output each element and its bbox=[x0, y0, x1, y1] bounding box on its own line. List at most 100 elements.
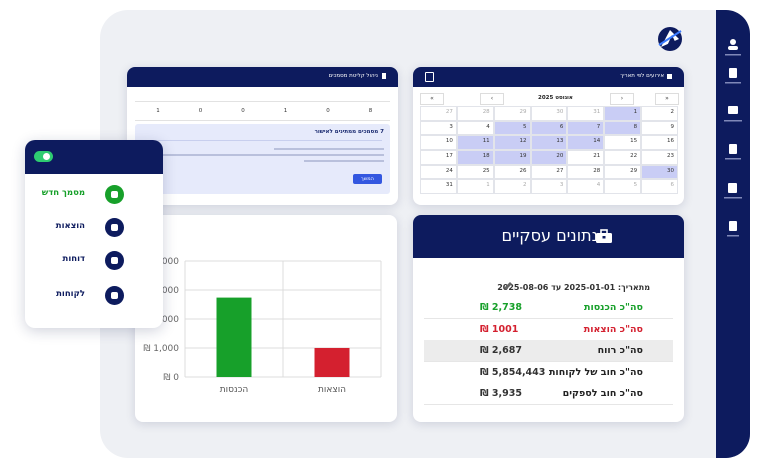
calendar-day[interactable]: 23 bbox=[641, 150, 678, 165]
menu-label: הוצאות bbox=[55, 221, 85, 231]
icon[interactable] bbox=[728, 46, 738, 50]
calendar-day[interactable]: 17 bbox=[420, 150, 457, 165]
icon[interactable] bbox=[730, 39, 736, 45]
calendar-day[interactable]: 2 bbox=[493, 179, 531, 194]
calendar-day[interactable]: 22 bbox=[604, 150, 642, 165]
row-label: סה"כ רווח bbox=[597, 345, 643, 356]
calendar-day[interactable]: 8 bbox=[604, 120, 642, 136]
toggle[interactable] bbox=[34, 151, 53, 162]
icon[interactable] bbox=[728, 106, 738, 114]
continue-button[interactable]: המשך bbox=[353, 174, 382, 184]
card-header: ניהול קליטת מסמכים bbox=[127, 67, 398, 87]
count: 0 bbox=[326, 108, 330, 114]
menu-label: לקוחות bbox=[56, 289, 85, 299]
calendar-day[interactable]: 27 bbox=[420, 106, 457, 121]
calendar-day[interactable]: 1 bbox=[456, 179, 494, 194]
x-tick-label: הכנסות bbox=[220, 385, 249, 395]
row-label: סה"כ הכנסות bbox=[583, 302, 643, 313]
y-tick-label: ₪ 0 bbox=[163, 373, 179, 383]
business-rows: סה"כ הכנסות ₪ 2,738 סה"כ הוצאות ₪ 1001 סה"כ … bbox=[413, 297, 684, 407]
menu-items: מסמך חדש הוצאות דוחות לקוחות bbox=[25, 140, 163, 328]
calendar-day[interactable]: 6 bbox=[530, 120, 568, 136]
nav-button[interactable]: › bbox=[610, 93, 634, 105]
calendar-day[interactable]: 30 bbox=[641, 164, 678, 180]
x-tick-label: הוצאות bbox=[318, 385, 346, 395]
menu-item[interactable]: מסמך חדש bbox=[25, 183, 163, 207]
calendar-nav: אוגוסט 2025 « ‹ › » bbox=[420, 93, 679, 105]
icon-glyph bbox=[111, 292, 118, 299]
calendar-day[interactable]: 15 bbox=[604, 135, 642, 150]
calendar-day[interactable]: 18 bbox=[456, 150, 494, 165]
icon bbox=[425, 72, 434, 82]
documents-card: ניהול קליטת מסמכים 8 0 1 0 0 1 7 מסמכים ממתינ… bbox=[127, 67, 398, 205]
calendar-day[interactable]: 7 bbox=[567, 120, 605, 136]
icon[interactable] bbox=[729, 68, 737, 78]
data-row: סה"כ חוב לספקים ₪ 3,935 bbox=[424, 383, 673, 405]
icon-glyph bbox=[111, 191, 118, 198]
menu-header bbox=[25, 140, 163, 174]
calendar-day[interactable]: 16 bbox=[641, 135, 678, 150]
calendar-day[interactable]: 1 bbox=[604, 106, 642, 121]
calendar-day[interactable]: 24 bbox=[420, 164, 457, 180]
calendar-day[interactable]: 10 bbox=[420, 135, 457, 150]
calendar-day[interactable]: 31 bbox=[420, 179, 457, 194]
icon[interactable] bbox=[729, 144, 737, 154]
calendar-day[interactable]: 6 bbox=[641, 179, 678, 194]
calendar-day[interactable]: 31 bbox=[567, 106, 605, 121]
calendar-day[interactable]: 30 bbox=[530, 106, 568, 121]
calendar-day[interactable]: 25 bbox=[456, 164, 494, 180]
data-row: סה"כ הכנסות ₪ 2,738 bbox=[424, 297, 673, 319]
chart: ₪ 0₪ 1,000₪ 2,000₪ 3,000₪ 4,000הכנסותהוצ… bbox=[143, 257, 382, 395]
card-header: נתונים עסקיים bbox=[413, 215, 684, 258]
calendar-day[interactable]: 19 bbox=[493, 150, 531, 165]
icon[interactable] bbox=[728, 183, 737, 193]
calendar-day[interactable]: 9 bbox=[641, 120, 678, 136]
bar bbox=[314, 347, 350, 377]
calendar-day[interactable]: 5 bbox=[604, 179, 642, 194]
business-card: נתונים עסקיים מתאריך: 2025-01-01 עד 2025… bbox=[413, 215, 684, 422]
calendar-day[interactable]: 3 bbox=[420, 120, 457, 136]
calendar-day[interactable]: 11 bbox=[456, 135, 494, 150]
count: 0 bbox=[198, 108, 203, 114]
notice-box: 7 מסמכים ממתינים לאישור המשך bbox=[135, 124, 390, 194]
nav-button[interactable]: » bbox=[655, 93, 679, 105]
menu-item[interactable]: הוצאות bbox=[25, 216, 163, 240]
calendar-day[interactable]: 13 bbox=[530, 135, 568, 150]
data-row: סה"כ הוצאות ₪ 1001 bbox=[424, 318, 673, 341]
calendar-day[interactable]: 20 bbox=[530, 150, 568, 165]
row-value: ₪ 5,854,443 bbox=[480, 366, 546, 378]
nav-button[interactable]: ‹ bbox=[480, 93, 504, 105]
edit-icon[interactable] bbox=[503, 281, 513, 291]
calendar-day[interactable]: 4 bbox=[567, 179, 605, 194]
calendar-day[interactable]: 26 bbox=[493, 164, 531, 180]
menu-icon bbox=[105, 218, 124, 237]
count: 1 bbox=[156, 108, 160, 114]
calendar-day[interactable]: 3 bbox=[530, 179, 568, 194]
calendar-day[interactable]: 21 bbox=[567, 150, 605, 165]
calendar-day[interactable]: 14 bbox=[567, 135, 605, 150]
month-label: אוגוסט 2025 bbox=[538, 95, 573, 101]
icon[interactable] bbox=[729, 221, 737, 231]
card-title: נתונים עסקיים bbox=[501, 226, 599, 245]
calendar-day[interactable]: 27 bbox=[530, 164, 568, 180]
card-title: ניהול קליטת מסמכים bbox=[328, 73, 378, 79]
icon-glyph bbox=[111, 257, 118, 264]
calendar-day[interactable]: 12 bbox=[493, 135, 531, 150]
calendar-day[interactable]: 29 bbox=[493, 106, 531, 121]
data-row: סה"כ רווח ₪ 2,687 bbox=[424, 340, 673, 362]
nav-button[interactable]: « bbox=[420, 93, 444, 105]
text-line bbox=[149, 154, 384, 156]
menu-label: מסמך חדש bbox=[41, 188, 85, 198]
calendar-day[interactable]: 5 bbox=[493, 120, 531, 136]
calendar-day[interactable]: 4 bbox=[456, 120, 494, 136]
quick-menu: מסמך חדש הוצאות דוחות לקוחות bbox=[25, 140, 163, 328]
menu-item[interactable]: דוחות bbox=[25, 249, 163, 273]
calendar-day[interactable]: 28 bbox=[567, 164, 605, 180]
y-tick-label: ₪ 1,000 bbox=[143, 344, 179, 354]
menu-icon bbox=[105, 251, 124, 270]
calendar-day[interactable]: 2 bbox=[641, 106, 678, 121]
menu-item[interactable]: לקוחות bbox=[25, 284, 163, 308]
calendar-day[interactable]: 29 bbox=[604, 164, 642, 180]
chart-card: ₪ 0₪ 1,000₪ 2,000₪ 3,000₪ 4,000הכנסותהוצ… bbox=[135, 215, 397, 422]
calendar-day[interactable]: 28 bbox=[456, 106, 494, 121]
